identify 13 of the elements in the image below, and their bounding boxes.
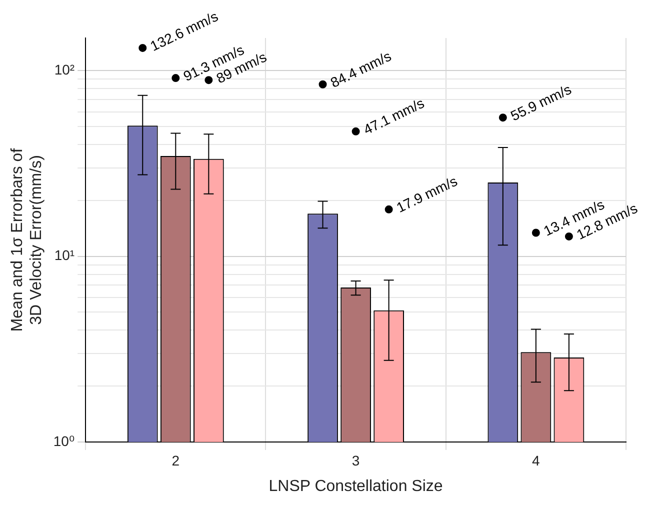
y-tick-label: 10¹ <box>54 247 75 264</box>
y-tick-label: 10² <box>54 62 75 78</box>
data-label: 55.9 mm/s <box>508 80 574 124</box>
y-tick-label: 10⁰ <box>53 432 75 449</box>
data-label: 47.1 mm/s <box>360 94 427 138</box>
data-label: 132.6 mm/s <box>148 8 220 54</box>
data-label: 17.9 mm/s <box>394 172 460 216</box>
y-axis-title: Mean and 1σ Errorbars of 3D Velocity Error(mm/s) <box>9 148 46 332</box>
data-label: 84.4 mm/s <box>328 48 394 91</box>
x-tick-label: 2 <box>172 452 180 468</box>
x-tick-label: 4 <box>532 452 540 468</box>
x-tick-label: 3 <box>352 452 360 468</box>
x-axis-title: LNSP Constellation Size <box>268 478 443 495</box>
